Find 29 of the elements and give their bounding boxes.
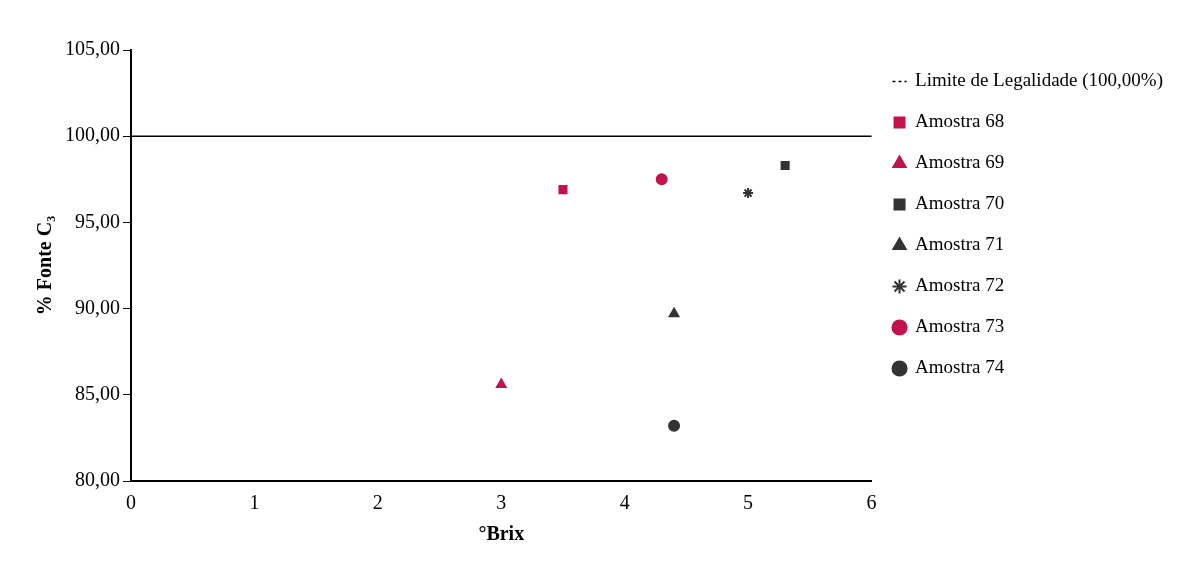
legend-label: Amostra 74 — [915, 356, 1005, 378]
x-tick-label: 4 — [619, 491, 630, 514]
y-axis-title: % Fonte C₃ — [33, 215, 56, 316]
point — [668, 419, 681, 432]
point — [495, 378, 507, 388]
x-tick-label: 3 — [496, 491, 507, 514]
legend-label: Amostra 71 — [915, 233, 1005, 255]
y-tick-label: 105,00 — [65, 37, 120, 60]
x-tick-label: 1 — [249, 491, 260, 514]
y-tick-label: 80,00 — [75, 468, 120, 491]
point — [558, 185, 568, 195]
x-tick-label: 2 — [372, 491, 383, 514]
legend-label: Amostra 73 — [915, 315, 1005, 337]
legend-label: Amostra 72 — [915, 274, 1005, 296]
legend-label: Limite de Legalidade (100,00%) — [915, 69, 1163, 92]
legend-label: Amostra 68 — [915, 110, 1005, 132]
y-tick-label: 100,00 — [65, 123, 120, 146]
x-tick-label: 5 — [743, 491, 754, 514]
legend-label: Amostra 70 — [915, 192, 1005, 214]
point — [655, 173, 668, 186]
y-tick-label: 85,00 — [75, 382, 120, 405]
point — [780, 160, 790, 171]
point — [668, 307, 680, 318]
x-axis-title: °Brix — [478, 522, 525, 545]
x-tick-label: 0 — [126, 491, 136, 514]
legend-label: Amostra 69 — [915, 151, 1005, 173]
y-tick-label: 90,00 — [75, 295, 120, 318]
x-tick-label: 6 — [866, 491, 877, 514]
y-tick-label: 95,00 — [75, 209, 120, 232]
